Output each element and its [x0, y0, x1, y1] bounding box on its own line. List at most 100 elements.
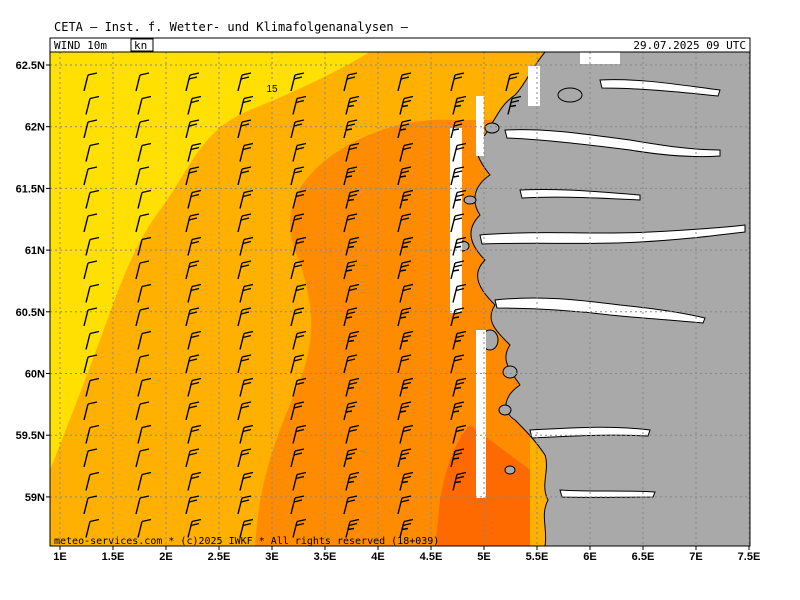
- wind-barb: [397, 166, 412, 186]
- wind-barb: [135, 72, 150, 92]
- wind-barb: [85, 283, 100, 303]
- wind-barb: [397, 72, 412, 92]
- wind-barb: [83, 495, 98, 515]
- wind-barb: [185, 307, 200, 327]
- wind-barb: [137, 236, 152, 256]
- plot-border: [49, 51, 751, 547]
- wind-barb: [135, 495, 150, 515]
- wind-barb: [185, 72, 200, 92]
- wind-barb: [187, 95, 202, 115]
- wind-barb: [292, 471, 307, 491]
- wind-barb: [343, 166, 358, 186]
- wind-barb: [450, 72, 465, 92]
- wind-barb: [290, 213, 305, 233]
- wind-barb: [399, 518, 414, 538]
- unit-box: [130, 38, 154, 52]
- wind-barb: [399, 142, 414, 162]
- wind-barb: [345, 424, 360, 444]
- wind-barb: [343, 72, 358, 92]
- wind-barb: [135, 119, 150, 139]
- wind-barb: [85, 95, 100, 115]
- wind-barb: [85, 330, 100, 350]
- wind-barb: [83, 72, 98, 92]
- wind-barb: [397, 448, 412, 468]
- wind-barb: [450, 119, 465, 139]
- wind-barb: [399, 471, 414, 491]
- wind-barb: [187, 330, 202, 350]
- wind-barb: [345, 189, 360, 209]
- wind-barb: [135, 213, 150, 233]
- wind-barb: [343, 495, 358, 515]
- wind-barb: [187, 142, 202, 162]
- wind-barb: [343, 401, 358, 421]
- wind-barb: [83, 354, 98, 374]
- wind-barb: [85, 471, 100, 491]
- wind-barb: [135, 260, 150, 280]
- wind-barb: [397, 307, 412, 327]
- wind-barb: [343, 307, 358, 327]
- wind-barb: [185, 401, 200, 421]
- wind-barb: [292, 189, 307, 209]
- lon-tick-label: 3.5E: [314, 551, 337, 563]
- wind-barb: [292, 377, 307, 397]
- wind-barb: [237, 213, 252, 233]
- wind-barb: [399, 236, 414, 256]
- wind-barb: [237, 401, 252, 421]
- lon-tick-label: 7E: [689, 551, 702, 563]
- wind-barb: [185, 448, 200, 468]
- lat-tick-label: 59N: [25, 492, 45, 504]
- fjords: [479, 79, 746, 498]
- wind-barb: [290, 260, 305, 280]
- lat-tick-label: 61.5N: [16, 183, 45, 195]
- wind-barb: [237, 448, 252, 468]
- wind-barb: [290, 119, 305, 139]
- datetime-label: 29.07.2025 09 UTC: [633, 39, 746, 52]
- wind-barb: [343, 213, 358, 233]
- wind-barb: [137, 424, 152, 444]
- wind-barb: [452, 330, 467, 350]
- wind-barb: [239, 377, 254, 397]
- wind-barb: [187, 377, 202, 397]
- wind-barb: [345, 95, 360, 115]
- wind-barb: [135, 166, 150, 186]
- wind-barb: [187, 236, 202, 256]
- wind-barb: [343, 448, 358, 468]
- wind-barb: [239, 471, 254, 491]
- wind-barb: [343, 260, 358, 280]
- wind-barb: [399, 330, 414, 350]
- wind-barb: [450, 354, 465, 374]
- wind-barb: [290, 495, 305, 515]
- wind-barb: [345, 377, 360, 397]
- wind-barb: [83, 119, 98, 139]
- wind-barb: [237, 354, 252, 374]
- wind-barb: [135, 448, 150, 468]
- wind-barb: [237, 166, 252, 186]
- wind-barb: [239, 236, 254, 256]
- wind-barb: [187, 189, 202, 209]
- wind-barb: [290, 307, 305, 327]
- wind-barb: [83, 166, 98, 186]
- wind-barb: [345, 518, 360, 538]
- wind-barb: [343, 354, 358, 374]
- wind-barb: [452, 189, 467, 209]
- lon-tick-label: 2E: [159, 551, 172, 563]
- wind-barb: [135, 307, 150, 327]
- wind-barb: [399, 189, 414, 209]
- wind-barb: [135, 354, 150, 374]
- wind-barb: [452, 471, 467, 491]
- wind-barb: [452, 424, 467, 444]
- lon-tick-label: 5.5E: [526, 551, 549, 563]
- wind-barb: [505, 72, 520, 92]
- wind-barb: [292, 283, 307, 303]
- wind-barb: [85, 236, 100, 256]
- wind-barb: [399, 424, 414, 444]
- wind-barb: [397, 260, 412, 280]
- wind-barb: [397, 119, 412, 139]
- wind-barb: [239, 189, 254, 209]
- wind-barb: [292, 236, 307, 256]
- wind-barb: [237, 307, 252, 327]
- wind-barb: [345, 236, 360, 256]
- wind-barb: [85, 518, 100, 538]
- wind-barb: [290, 448, 305, 468]
- wind-barb: [187, 471, 202, 491]
